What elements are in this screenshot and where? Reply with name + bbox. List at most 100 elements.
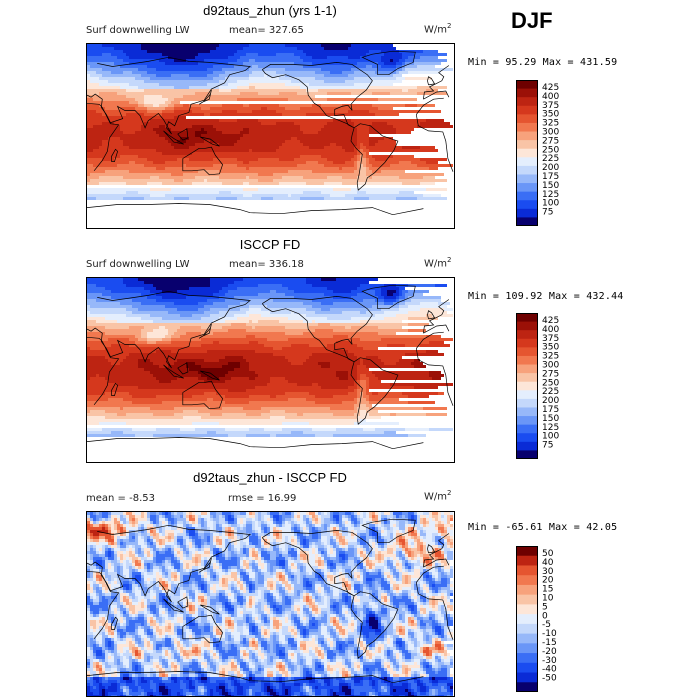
map-cell bbox=[378, 512, 381, 515]
map-cell bbox=[147, 527, 150, 530]
map-cell bbox=[330, 566, 336, 569]
map-cell bbox=[366, 53, 384, 56]
map-cell bbox=[354, 548, 357, 551]
map-cell bbox=[159, 125, 165, 128]
map-cell bbox=[120, 572, 123, 575]
map-cell bbox=[384, 542, 387, 545]
map-cell bbox=[186, 332, 201, 335]
map-cell bbox=[174, 518, 177, 521]
map-cell bbox=[420, 146, 435, 149]
colorbar-tick-label: 350 bbox=[542, 110, 559, 120]
map-cell bbox=[180, 137, 189, 140]
map-cell bbox=[300, 107, 378, 110]
map-cell bbox=[243, 602, 246, 605]
map-cell bbox=[363, 299, 375, 302]
map-cell bbox=[387, 557, 390, 560]
map-cell bbox=[144, 581, 147, 584]
map-cell bbox=[129, 578, 132, 581]
map-cell bbox=[297, 575, 300, 578]
colorbar-swatch bbox=[516, 217, 538, 226]
map-cell bbox=[336, 617, 339, 620]
map-cell bbox=[165, 536, 168, 539]
map-cell bbox=[387, 593, 390, 596]
map-cell bbox=[174, 626, 177, 629]
map-cell bbox=[198, 587, 201, 590]
map-cell bbox=[102, 623, 108, 626]
map-cell bbox=[213, 302, 240, 305]
map-cell bbox=[99, 548, 102, 551]
map-cell bbox=[444, 566, 450, 569]
map-cell bbox=[435, 611, 441, 614]
map-cell bbox=[177, 536, 183, 539]
map-cell bbox=[105, 578, 108, 581]
map-cell bbox=[255, 377, 270, 380]
map-cell bbox=[243, 623, 246, 626]
map-cell bbox=[183, 530, 186, 533]
map-cell bbox=[255, 563, 258, 566]
map-cell bbox=[273, 584, 276, 587]
map-cell bbox=[414, 62, 441, 65]
map-cell bbox=[333, 620, 336, 623]
map-cell bbox=[90, 566, 96, 569]
map-cell bbox=[303, 575, 306, 578]
map-cell bbox=[138, 101, 144, 104]
map-cell bbox=[189, 104, 222, 107]
map-cell bbox=[438, 512, 441, 515]
map-cell bbox=[342, 593, 348, 596]
map-cell bbox=[255, 551, 258, 554]
map-cell bbox=[348, 518, 351, 521]
map-cell bbox=[363, 551, 366, 554]
map-cell bbox=[303, 614, 306, 617]
map-cell bbox=[201, 575, 204, 578]
map-cell bbox=[435, 560, 438, 563]
map-cell bbox=[156, 512, 159, 515]
map-cell bbox=[150, 515, 156, 518]
map-cell bbox=[360, 518, 363, 521]
map-cell bbox=[357, 611, 360, 614]
map-cell bbox=[309, 599, 312, 602]
map-cell bbox=[369, 512, 372, 515]
map-cell bbox=[144, 524, 147, 527]
map-cell bbox=[381, 572, 384, 575]
map-cell bbox=[153, 590, 156, 593]
map-cell bbox=[126, 560, 129, 563]
map-cell bbox=[294, 575, 297, 578]
map-cell bbox=[336, 542, 339, 545]
map-cell bbox=[396, 62, 402, 65]
map-cell bbox=[207, 74, 219, 77]
map-cell bbox=[162, 605, 165, 608]
map-cell bbox=[324, 521, 333, 524]
map-cell bbox=[420, 563, 423, 566]
map-cell bbox=[450, 527, 453, 530]
map-cell bbox=[243, 578, 249, 581]
map-cell bbox=[180, 515, 183, 518]
map-cell bbox=[348, 605, 354, 608]
map-cell bbox=[333, 530, 339, 533]
map-cell bbox=[333, 551, 336, 554]
map-cell bbox=[333, 119, 351, 122]
map-cell bbox=[324, 125, 354, 128]
map-cell bbox=[396, 68, 402, 71]
map-cell bbox=[369, 167, 429, 170]
map-cell bbox=[258, 65, 303, 68]
map-cell bbox=[147, 617, 150, 620]
map-cell bbox=[306, 611, 309, 614]
map-cell bbox=[366, 578, 372, 581]
map-cell bbox=[345, 605, 348, 608]
map-cell bbox=[375, 617, 378, 620]
map-cell bbox=[150, 590, 153, 593]
map-cell bbox=[210, 611, 213, 614]
map-cell bbox=[147, 524, 153, 527]
map-cell bbox=[264, 527, 267, 530]
map-cell bbox=[387, 599, 390, 602]
map-cell bbox=[333, 560, 339, 563]
map-cell bbox=[171, 566, 174, 569]
map-cell bbox=[243, 617, 246, 620]
map-cell bbox=[357, 512, 360, 515]
map-cell bbox=[123, 143, 171, 146]
map-cell bbox=[189, 521, 192, 524]
map-cell bbox=[360, 374, 366, 377]
map-cell bbox=[87, 398, 108, 401]
map-cell bbox=[129, 344, 201, 347]
map-cell bbox=[279, 563, 285, 566]
